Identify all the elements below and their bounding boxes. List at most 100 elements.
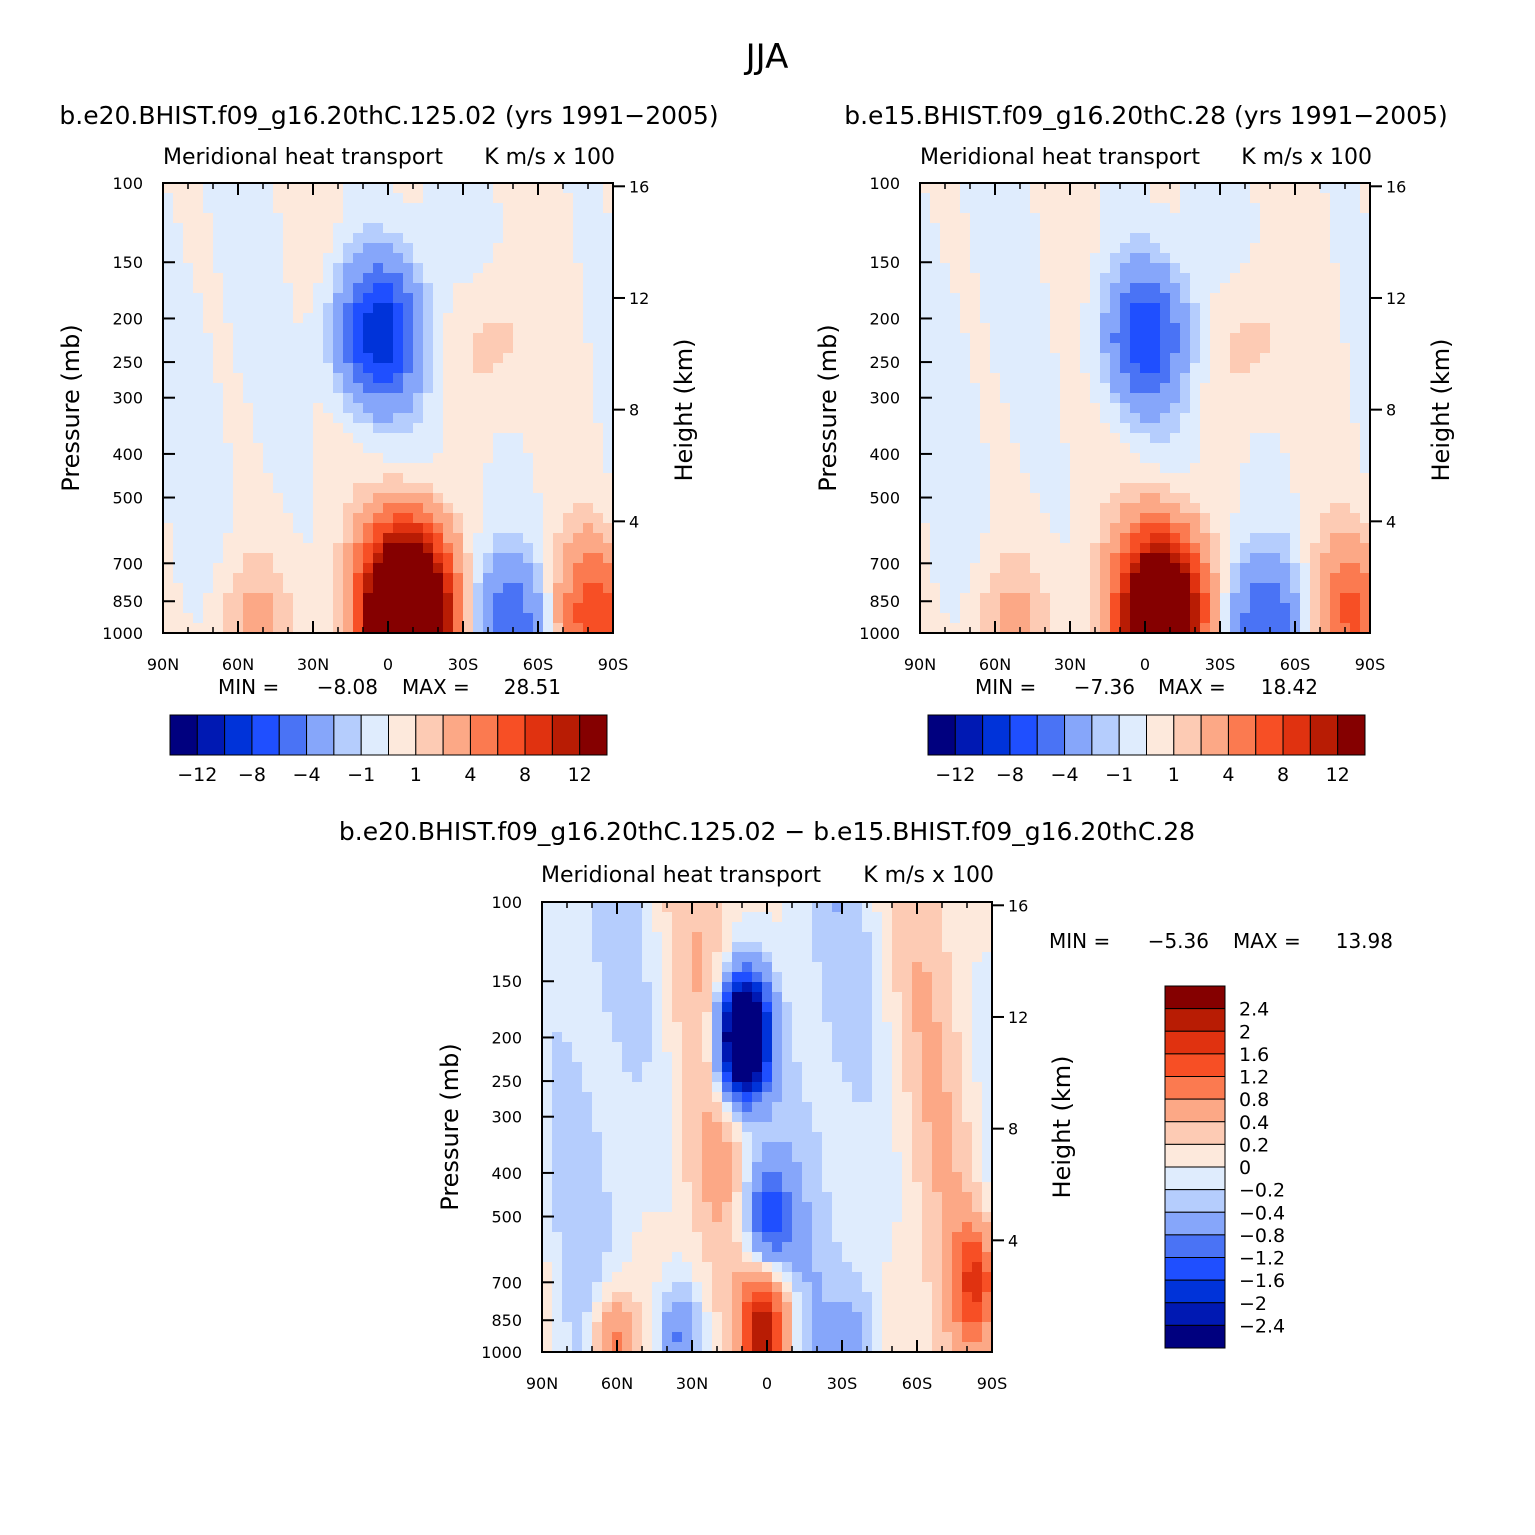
colorbar-swatch (333, 714, 362, 756)
contour-cell (990, 333, 1001, 344)
contour-cell (443, 413, 454, 424)
contour-cell (243, 413, 254, 424)
colorbar-label: −4 (1051, 764, 1079, 786)
contour-cell (203, 233, 214, 244)
contour-cell (682, 1022, 693, 1033)
contour-cell (922, 1042, 933, 1053)
contour-cell (1300, 603, 1311, 614)
contour-cell (253, 203, 264, 214)
contour-cell (233, 433, 244, 444)
contour-cell (453, 263, 464, 274)
contour-cell (193, 263, 204, 274)
contour-cell (812, 1012, 823, 1023)
contour-cell (970, 373, 981, 384)
contour-cell (662, 1012, 673, 1023)
contour-cell (1320, 543, 1331, 554)
contour-cell (533, 333, 544, 344)
contour-cell (1240, 453, 1251, 464)
contour-cell (553, 523, 564, 534)
contour-cell (433, 493, 444, 504)
contour-cell (1090, 603, 1101, 614)
contour-cell (960, 553, 971, 564)
contour-cell (273, 333, 284, 344)
contour-cell (533, 313, 544, 324)
contour-cell (882, 942, 893, 953)
contour-cell (553, 393, 564, 404)
contour-cell (852, 982, 863, 993)
contour-cell (812, 942, 823, 953)
contour-cell (1030, 433, 1041, 444)
contour-cell (593, 293, 604, 304)
contour-cell (533, 193, 544, 204)
contour-cell (353, 373, 364, 384)
contour-cell (662, 912, 673, 923)
contour-cell (1140, 353, 1151, 364)
contour-cell (982, 962, 993, 973)
contour-cell (1030, 443, 1041, 454)
contour-cell (433, 303, 444, 314)
contour-cell (603, 363, 614, 374)
contour-cell (493, 273, 504, 284)
contour-cell (413, 193, 424, 204)
contour-cell (303, 533, 314, 544)
contour-cell (563, 583, 574, 594)
contour-cell (163, 423, 174, 434)
y-tick-label: 400 (869, 445, 900, 464)
contour-cell (473, 483, 484, 494)
contour-cell (333, 283, 344, 294)
contour-cell (952, 1012, 963, 1023)
contour-cell (393, 413, 404, 424)
contour-cell (1190, 233, 1201, 244)
contour-cell (383, 413, 394, 424)
contour-cell (533, 483, 544, 494)
contour-cell (1170, 223, 1181, 234)
contour-cell (543, 453, 554, 464)
contour-cell (922, 942, 933, 953)
contour-cell (423, 183, 434, 194)
contour-cell (503, 253, 514, 264)
contour-cell (433, 393, 444, 404)
contour-cell (403, 603, 414, 614)
contour-cell (363, 463, 374, 474)
contour-cell (762, 1042, 773, 1053)
contour-cell (563, 553, 574, 564)
contour-cell (920, 473, 931, 484)
contour-cell (233, 463, 244, 474)
contour-cell (163, 323, 174, 334)
contour-cell (443, 513, 454, 524)
contour-cell (223, 203, 234, 214)
contour-cell (363, 553, 374, 564)
contour-cell (1070, 483, 1081, 494)
contour-cell (1130, 443, 1141, 454)
contour-cell (1080, 213, 1091, 224)
contour-cell (1120, 593, 1131, 604)
contour-cell (343, 423, 354, 434)
contour-cell (223, 283, 234, 294)
contour-cell (503, 583, 514, 594)
contour-cell (1180, 473, 1191, 484)
contour-cell (862, 1012, 873, 1023)
contour-cell (243, 353, 254, 364)
contour-cell (1230, 553, 1241, 564)
contour-cell (183, 483, 194, 494)
contour-cell (1160, 263, 1171, 274)
contour-cell (163, 613, 174, 624)
contour-cell (593, 363, 604, 374)
y-tick-label: 700 (112, 554, 143, 573)
contour-cell (183, 213, 194, 224)
contour-cell (642, 902, 653, 913)
contour-cell (433, 313, 444, 324)
contour-cell (203, 463, 214, 474)
contour-cell (1180, 273, 1191, 284)
contour-cell (882, 912, 893, 923)
y-right-tick-label: 16 (1386, 177, 1406, 196)
contour-cell (353, 543, 364, 554)
contour-cell (1290, 213, 1301, 224)
contour-cell (980, 513, 991, 524)
contour-cell (1190, 243, 1201, 254)
contour-cell (1330, 333, 1341, 344)
contour-cell (1290, 483, 1301, 494)
contour-cell (503, 543, 514, 554)
contour-cell (1030, 513, 1041, 524)
contour-cell (1080, 283, 1091, 294)
